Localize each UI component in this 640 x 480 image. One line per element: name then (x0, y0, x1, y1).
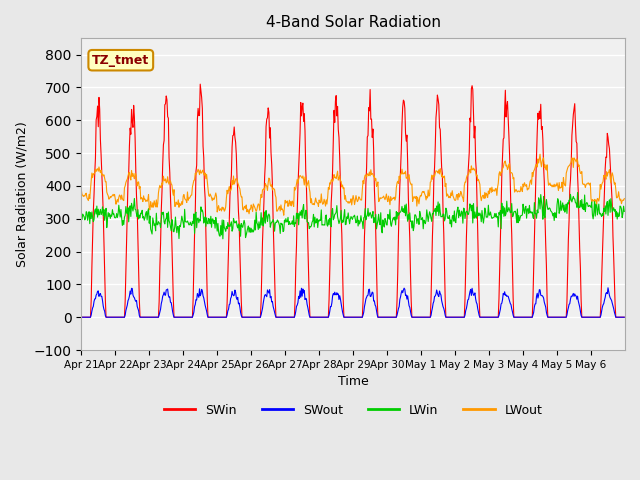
SWout (289, 314, 296, 320)
SWout (77, 314, 85, 320)
LWin (219, 236, 227, 242)
Line: SWin: SWin (81, 84, 624, 317)
SWout (409, 314, 417, 320)
LWin (269, 219, 276, 225)
LWin (440, 212, 447, 217)
SWin (410, 314, 417, 320)
SWin (77, 314, 85, 320)
LWout (280, 212, 287, 218)
Title: 4-Band Solar Radiation: 4-Band Solar Radiation (266, 15, 440, 30)
Legend: SWin, SWout, LWin, LWout: SWin, SWout, LWin, LWout (159, 399, 547, 422)
LWin (410, 228, 417, 234)
LWout (410, 195, 417, 201)
LWout (440, 174, 447, 180)
X-axis label: Time: Time (338, 375, 369, 388)
Y-axis label: Solar Radiation (W/m2): Solar Radiation (W/m2) (15, 121, 28, 267)
LWin (289, 221, 297, 227)
LWin (573, 190, 581, 195)
Text: TZ_tmet: TZ_tmet (92, 54, 149, 67)
Line: LWin: LWin (81, 192, 624, 239)
SWin (196, 81, 204, 87)
SWin (620, 314, 628, 320)
LWout (241, 204, 249, 209)
LWout (77, 187, 85, 192)
SWin (440, 230, 447, 236)
SWin (141, 314, 149, 320)
SWout (620, 314, 628, 320)
SWout (604, 285, 612, 291)
Line: SWout: SWout (81, 288, 624, 317)
SWin (269, 182, 276, 188)
LWout (141, 196, 149, 202)
SWout (241, 314, 249, 320)
Line: LWout: LWout (81, 154, 624, 215)
SWout (141, 314, 149, 320)
LWin (620, 209, 628, 215)
LWin (77, 212, 85, 218)
SWout (268, 299, 276, 305)
SWout (439, 304, 447, 310)
LWout (620, 196, 628, 202)
LWout (536, 151, 544, 157)
LWout (289, 200, 297, 205)
SWin (242, 314, 250, 320)
LWin (242, 235, 250, 240)
SWin (289, 314, 297, 320)
LWin (141, 215, 149, 220)
LWout (268, 182, 276, 188)
